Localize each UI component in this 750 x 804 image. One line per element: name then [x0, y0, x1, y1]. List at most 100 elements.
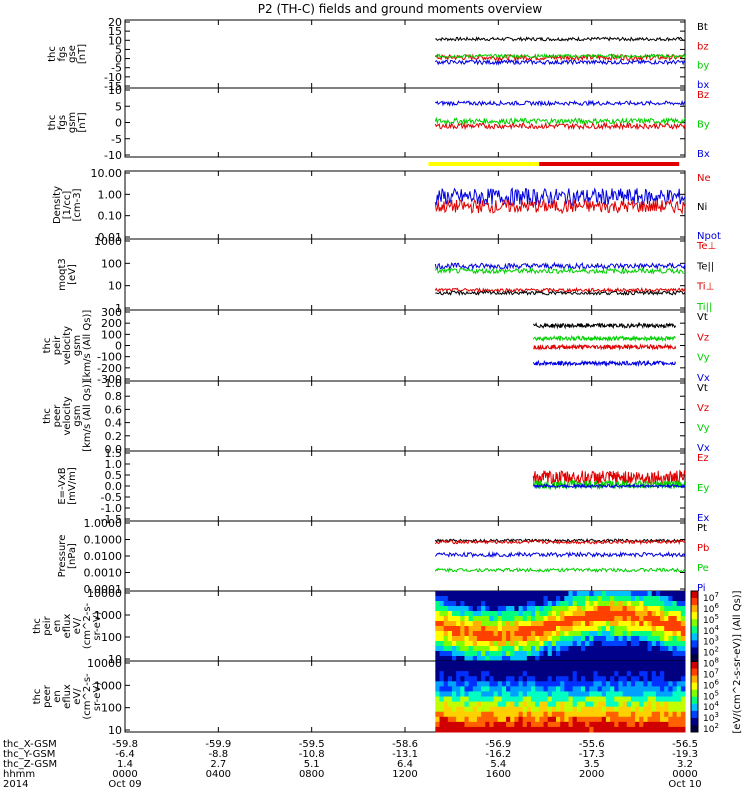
spectrogram-cell [481, 616, 486, 622]
spectrogram-cell [614, 726, 619, 733]
spectrogram-cell [506, 671, 511, 677]
colorbar-band [691, 668, 698, 677]
y-tick-label: -300 [97, 373, 122, 386]
spectrogram-cell [489, 591, 495, 597]
spectrogram-cell [572, 601, 578, 607]
spectrogram-cell [526, 681, 532, 687]
spectrogram-cell [506, 616, 511, 622]
spectrogram-cell [601, 671, 607, 677]
spectrogram-cell [655, 636, 661, 642]
spectrogram-cell [647, 671, 653, 677]
spectrogram-cell [626, 626, 632, 632]
spectrogram-cell [568, 661, 574, 667]
spectrogram-cell [576, 616, 582, 622]
legend-vz: Vz [697, 403, 709, 414]
spectrogram-cell [501, 676, 507, 682]
spectrogram-cell [564, 611, 569, 617]
spectrogram-cell [489, 721, 495, 728]
spectrogram-cell [597, 626, 603, 632]
spectrogram-cell [635, 686, 640, 692]
spectrogram-cell [601, 696, 607, 703]
spectrogram-cell [543, 716, 549, 723]
spectrogram-cell [568, 606, 574, 612]
spectrogram-cell [568, 646, 574, 652]
y-axis-label: sr-eV) [92, 611, 103, 640]
spectrogram-cell [593, 706, 599, 713]
spectrogram-cell [572, 606, 578, 612]
spectrogram-cell [510, 696, 515, 703]
spectrogram-cell [439, 596, 445, 602]
spectrogram-cell [639, 716, 644, 723]
spectrogram-cell [560, 681, 565, 687]
spectrogram-cell [514, 641, 520, 647]
spectrogram-cell [539, 636, 545, 642]
y-tick-label: 1000 [94, 235, 122, 248]
x-axis-row-label: thc_X-GSM [3, 739, 57, 750]
y-axis-label: [mV/m] [67, 467, 78, 505]
y-axis-label: gsm [72, 335, 83, 356]
spectrogram-cell [676, 696, 682, 703]
spectrogram-cell [556, 651, 561, 657]
spectrogram-cell [601, 716, 607, 723]
spectrogram-cell [497, 681, 503, 687]
spectrogram-cell [593, 641, 599, 647]
spectrogram-cell [456, 606, 461, 612]
spectrogram-cell [647, 591, 653, 597]
spectrogram-cell [647, 626, 653, 632]
x-axis-value: Oct 09 [108, 779, 141, 790]
spectrogram-cell [526, 636, 532, 642]
spectrogram-cell [518, 686, 524, 692]
spectrogram-cell [647, 646, 653, 652]
spectrogram-cell [481, 686, 486, 692]
spectrogram-cell [460, 706, 465, 713]
spectrogram-cell [626, 631, 632, 637]
spectrogram-cell [535, 676, 540, 682]
spectrogram-cell [593, 636, 599, 642]
spectrogram-cell [481, 681, 486, 687]
spectrogram-cell [522, 646, 528, 652]
spectrogram-cell [593, 676, 599, 682]
legend-ez: Ez [697, 453, 709, 464]
spectrogram-cell [660, 626, 665, 632]
spectrogram-cell [610, 651, 615, 657]
spectrogram-cell [680, 706, 686, 713]
spectrogram-cell [585, 656, 590, 662]
spectrogram-cell [489, 621, 495, 627]
spectrogram-cell [476, 651, 482, 657]
spectrogram-cell [547, 666, 553, 672]
spectrogram-cell [585, 681, 590, 687]
spectrogram-cell [664, 616, 669, 622]
spectrogram-cell [564, 646, 569, 652]
spectrogram-cell [614, 721, 619, 728]
spectrogram-cell [476, 706, 482, 713]
spectrogram-cell [522, 716, 528, 723]
spectrogram-cell [635, 621, 640, 627]
spectrogram-cell [464, 656, 470, 662]
spectrogram-cell [601, 691, 607, 697]
x-axis-value: 5.1 [304, 759, 320, 770]
spectrogram-cell [655, 701, 661, 708]
colorbar-band [691, 591, 698, 599]
spectrogram-cell [547, 651, 553, 657]
spectrogram-cell [635, 606, 640, 612]
spectrogram-cell [447, 596, 453, 602]
spectrogram-cell [647, 596, 653, 602]
y-tick-label: -100 [97, 351, 122, 364]
spectrogram-cell [589, 716, 594, 723]
spectrogram-cell [547, 701, 553, 708]
y-axis-label: eV/ [72, 688, 83, 705]
spectrogram-cell [547, 661, 553, 667]
spectrogram-cell [497, 636, 503, 642]
spectrogram-cell [510, 616, 515, 622]
spectrogram-cell [493, 671, 499, 677]
spectrogram-cell [506, 601, 511, 607]
spectrogram-cell [651, 641, 657, 647]
spectrogram-cell [526, 646, 532, 652]
spectrogram-cell [435, 721, 440, 728]
spectrogram-cell [560, 701, 565, 708]
spectrogram-cell [601, 681, 607, 687]
spectrogram-cell [435, 646, 440, 652]
spectrogram-cell [639, 711, 644, 718]
spectrogram-cell [535, 681, 540, 687]
